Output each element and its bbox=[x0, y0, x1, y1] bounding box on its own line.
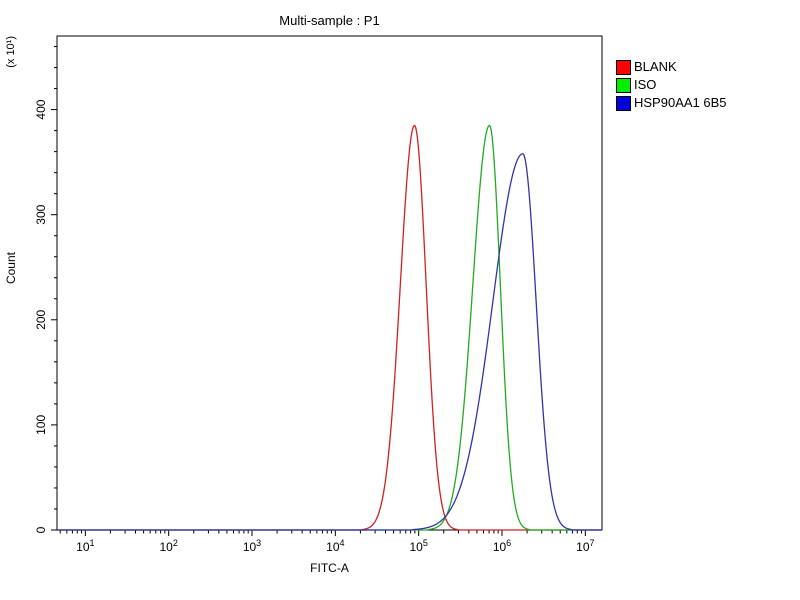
x-tick-label: 106 bbox=[493, 538, 511, 554]
x-tick-label: 102 bbox=[159, 538, 177, 554]
legend-label: ISO bbox=[634, 77, 657, 92]
legend-swatch-iso bbox=[616, 77, 631, 93]
legend-item-hsp90aa1-6b5: HSP90AA1 6B5 bbox=[616, 95, 727, 111]
x-tick-label: 101 bbox=[76, 538, 94, 554]
curve-blank bbox=[57, 124, 602, 531]
y-tick-label: 300 bbox=[34, 204, 48, 224]
x-axis-label: FITC-A bbox=[310, 561, 349, 575]
y-tick-label: 0 bbox=[34, 526, 48, 533]
x-tick-label: 103 bbox=[243, 538, 261, 554]
plot-border bbox=[56, 35, 603, 531]
legend: BLANK ISO HSP90AA1 6B5 bbox=[616, 59, 727, 113]
curve-hsp90aa1-6b5 bbox=[57, 153, 602, 531]
legend-swatch-hsp90aa1-6b5 bbox=[616, 95, 631, 111]
legend-item-iso: ISO bbox=[616, 77, 727, 93]
legend-item-blank: BLANK bbox=[616, 59, 727, 75]
y-tick-label: 400 bbox=[34, 99, 48, 119]
y-tick-label: 200 bbox=[34, 309, 48, 329]
chart-title: Multi-sample : P1 bbox=[279, 13, 380, 28]
legend-swatch-blank bbox=[616, 59, 631, 75]
legend-label: HSP90AA1 6B5 bbox=[634, 95, 727, 110]
x-tick-label: 107 bbox=[576, 538, 594, 554]
x-tick-label: 105 bbox=[409, 538, 427, 554]
x-tick-label: 104 bbox=[326, 538, 344, 554]
curve-iso bbox=[57, 124, 602, 531]
legend-label: BLANK bbox=[634, 59, 677, 74]
y-tick-label: 100 bbox=[34, 415, 48, 435]
